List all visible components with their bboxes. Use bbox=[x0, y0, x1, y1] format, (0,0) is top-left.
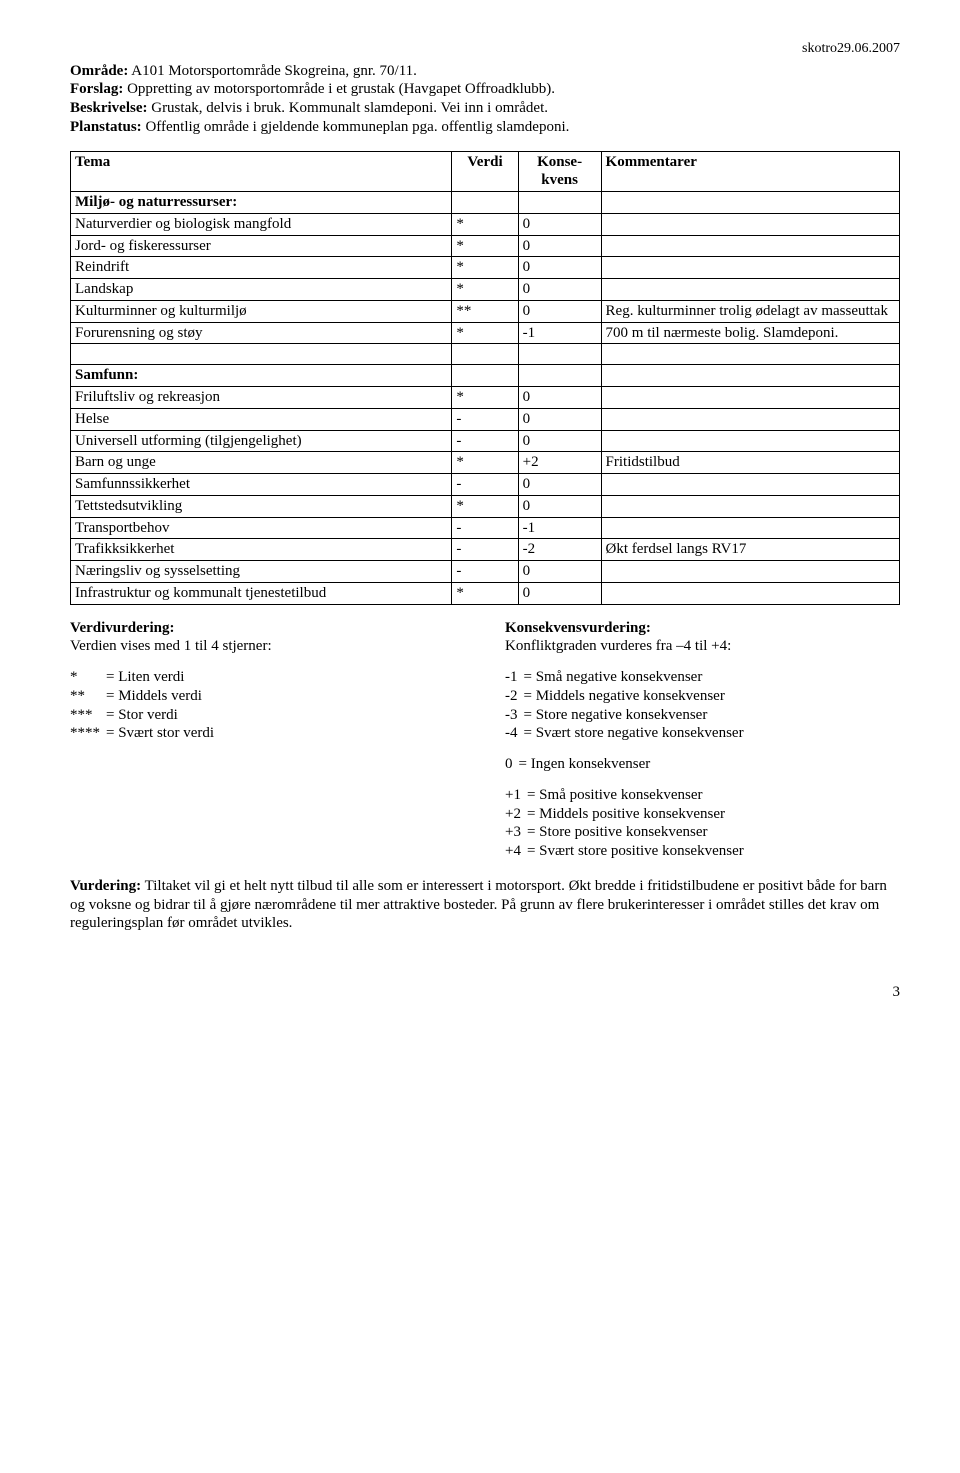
header-date: skotro29.06.2007 bbox=[70, 40, 900, 58]
table-row: Transportbehov--1 bbox=[71, 517, 900, 539]
th-konsekvens: Konse-kvens bbox=[518, 151, 601, 192]
table-row: Naturverdier og biologisk mangfold*0 bbox=[71, 213, 900, 235]
table-row: Friluftsliv og rekreasjon*0 bbox=[71, 387, 900, 409]
verdi-legend: *= Liten verdi **= Middels verdi ***= St… bbox=[70, 668, 220, 743]
verdivurdering-heading: Verdivurdering: bbox=[70, 620, 174, 636]
table-row: Universell utforming (tilgjengelighet)-0 bbox=[71, 430, 900, 452]
th-verdi: Verdi bbox=[452, 151, 518, 192]
konsekvensvurdering-heading: Konsekvensvurdering: bbox=[505, 620, 651, 636]
beskrivelse-value: Grustak, delvis i bruk. Kommunalt slamde… bbox=[147, 100, 548, 116]
forslag-label: Forslag: bbox=[70, 81, 123, 97]
konsekvens-legend-neg: -1= Små negative konsekvenser -2= Middel… bbox=[505, 668, 750, 743]
omrade-value: A101 Motorsportområde Skogreina, gnr. 70… bbox=[128, 63, 417, 79]
assessment-table: Tema Verdi Konse-kvens Kommentarer Miljø… bbox=[70, 151, 900, 605]
konsekvens-legend-pos: +1= Små positive konsekvenser +2= Middel… bbox=[505, 786, 750, 861]
table-row: Næringsliv og sysselsetting-0 bbox=[71, 561, 900, 583]
table-row: Kulturminner og kulturmiljø**0Reg. kultu… bbox=[71, 300, 900, 322]
forslag-value: Oppretting av motorsportområde i et grus… bbox=[123, 81, 555, 97]
konsekvens-legend-zero: 0= Ingen konsekvenser bbox=[505, 755, 656, 774]
legend-columns: Verdivurdering: Verdien vises med 1 til … bbox=[70, 619, 900, 861]
intro-block: Område: A101 Motorsportområde Skogreina,… bbox=[70, 62, 900, 137]
konsekvensvurdering-sub: Konfliktgraden vurderes fra –4 til +4: bbox=[505, 637, 900, 656]
table-row: Tettstedsutvikling*0 bbox=[71, 495, 900, 517]
th-tema: Tema bbox=[71, 151, 452, 192]
table-row: Trafikksikkerhet--2Økt ferdsel langs RV1… bbox=[71, 539, 900, 561]
vurdering-label: Vurdering: bbox=[70, 878, 141, 894]
table-row: Forurensning og støy*-1700 m til nærmest… bbox=[71, 322, 900, 344]
vurdering-text: Tiltaket vil gi et helt nytt tilbud til … bbox=[70, 878, 887, 932]
verdivurdering-block: Verdivurdering: Verdien vises med 1 til … bbox=[70, 619, 465, 861]
table-row: Jord- og fiskeressurser*0 bbox=[71, 235, 900, 257]
table-row: Barn og unge*+2Fritidstilbud bbox=[71, 452, 900, 474]
section-miljo: Miljø- og naturressurser: bbox=[71, 192, 452, 214]
table-row: Landskap*0 bbox=[71, 279, 900, 301]
planstatus-value: Offentlig område i gjeldende kommuneplan… bbox=[142, 119, 570, 135]
beskrivelse-label: Beskrivelse: bbox=[70, 100, 147, 116]
omrade-label: Område: bbox=[70, 63, 128, 79]
table-row: Samfunnssikkerhet-0 bbox=[71, 474, 900, 496]
th-kommentarer: Kommentarer bbox=[601, 151, 899, 192]
table-row: Reindrift*0 bbox=[71, 257, 900, 279]
page-number: 3 bbox=[70, 983, 900, 1002]
table-row: Helse-0 bbox=[71, 408, 900, 430]
vurdering-paragraph: Vurdering: Tiltaket vil gi et helt nytt … bbox=[70, 877, 900, 933]
verdivurdering-sub: Verdien vises med 1 til 4 stjerner: bbox=[70, 637, 465, 656]
konsekvensvurdering-block: Konsekvensvurdering: Konfliktgraden vurd… bbox=[505, 619, 900, 861]
table-row: Infrastruktur og kommunalt tjenestetilbu… bbox=[71, 582, 900, 604]
section-samfunn: Samfunn: bbox=[71, 365, 452, 387]
planstatus-label: Planstatus: bbox=[70, 119, 142, 135]
